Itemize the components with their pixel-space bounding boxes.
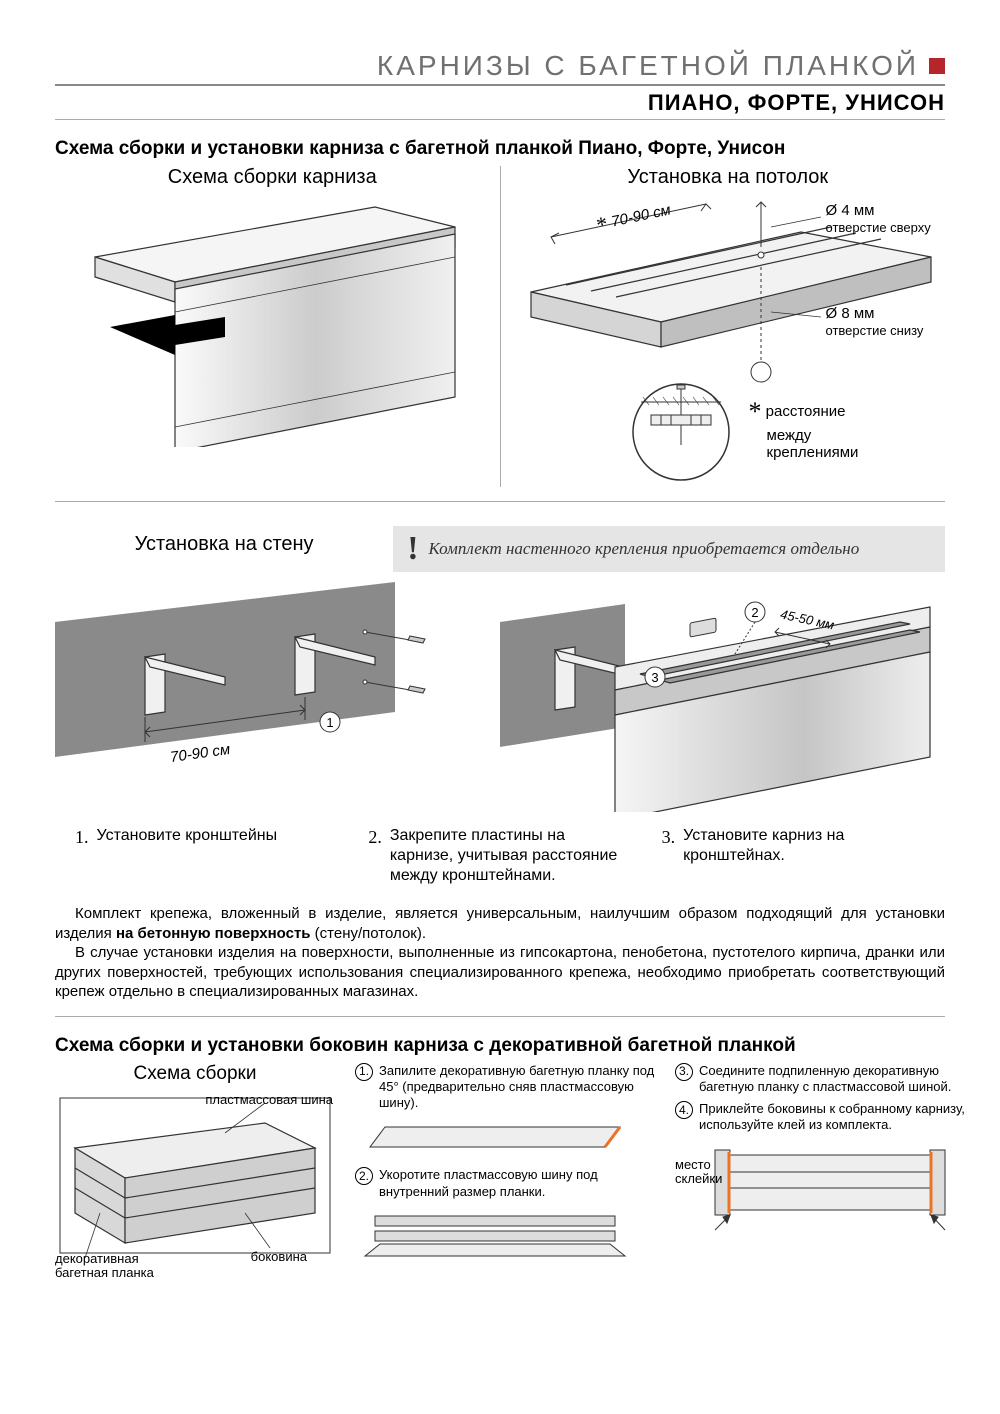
ceiling-title: Установка на потолок <box>511 166 946 189</box>
assembly-title: Схема сборки карниза <box>55 166 490 189</box>
rail-on-bracket-diagram: 2 3 45-50 мм <box>500 582 945 812</box>
ceiling-col: Установка на потолок <box>511 166 946 487</box>
accent-square-icon <box>929 58 945 74</box>
ministep4-figure <box>675 1140 965 1250</box>
svg-text:2: 2 <box>751 605 758 620</box>
ceiling-diagram: * 70-90 см Ø 4 мм отверстие сверху Ø 8 м… <box>511 197 946 487</box>
section3-title: Схема сборки и установки боковин карниза… <box>55 1035 945 1057</box>
hole-top-callout: Ø 4 мм отверстие сверху <box>826 202 931 237</box>
section1-title: Схема сборки и установки карниза с багет… <box>55 138 945 160</box>
ministep-2: 2. Укоротите пластмассовую шину под внут… <box>355 1167 655 1200</box>
ministep-3: 3. Соедините подпиленную декоративную ба… <box>675 1063 965 1096</box>
asterisk-note: * расстояние между креплениями <box>749 397 859 461</box>
header-title: КАРНИЗЫ С БАГЕТНОЙ ПЛАНКОЙ <box>377 50 919 82</box>
exclamation-icon: ! <box>407 532 418 566</box>
sidecap-assembly: Схема сборки <box>55 1063 335 1283</box>
bracket-diagram: 1 70-90 см <box>55 582 500 812</box>
side-label: боковина <box>251 1250 307 1264</box>
vertical-divider <box>500 166 501 487</box>
section3-grid: Схема сборки <box>55 1063 945 1283</box>
ministep1-figure <box>355 1117 635 1159</box>
hole-bottom-callout: Ø 8 мм отверстие снизу <box>826 305 924 340</box>
step-2: 2. Закрепите пластины на карнизе, учитыв… <box>368 826 631 886</box>
ministep-1: 1. Запилите декоративную багетную планку… <box>355 1063 655 1112</box>
divider-2 <box>55 1016 945 1017</box>
sidecap-title: Схема сборки <box>55 1063 335 1085</box>
wall-title: Установка на стену <box>55 533 393 556</box>
page-header: КАРНИЗЫ С БАГЕТНОЙ ПЛАНКОЙ <box>55 50 945 86</box>
svg-text:1: 1 <box>326 715 333 730</box>
ministep-4: 4. Приклейте боковины к собранному карни… <box>675 1101 965 1134</box>
step-1: 1. Установите кронштейны <box>75 826 338 886</box>
wall-diagrams: 1 70-90 см <box>55 582 945 812</box>
decor-label: декоративная багетная планка <box>55 1252 154 1281</box>
ministeps-col-a: 1. Запилите декоративную багетную планку… <box>355 1063 655 1283</box>
divider <box>55 501 945 502</box>
wall-header-row: Установка на стену ! Комплект настенного… <box>55 516 945 572</box>
fastener-note: Комплект крепежа, вложенный в изделие, я… <box>55 904 945 1002</box>
step-3: 3. Установите карниз на кронштейнах. <box>662 826 925 886</box>
ministeps-col-b: 3. Соедините подпиленную декоративную ба… <box>675 1063 965 1283</box>
note-text: Комплект настенного крепления приобретае… <box>429 539 860 559</box>
svg-text:3: 3 <box>651 670 658 685</box>
assembly-diagram <box>55 197 490 457</box>
rail-label: пластмассовая шина <box>205 1093 333 1107</box>
section1-row: Схема сборки карниза <box>55 166 945 487</box>
assembly-col: Схема сборки карниза <box>55 166 490 487</box>
note-box: ! Комплект настенного крепления приобрет… <box>393 526 945 572</box>
header-subtitle: ПИАНО, ФОРТЕ, УНИСОН <box>55 86 945 120</box>
ministep2-figure <box>355 1206 635 1266</box>
glue-label: место склейки <box>675 1158 722 1187</box>
wall-steps: 1. Установите кронштейны 2. Закрепите пл… <box>55 826 945 886</box>
